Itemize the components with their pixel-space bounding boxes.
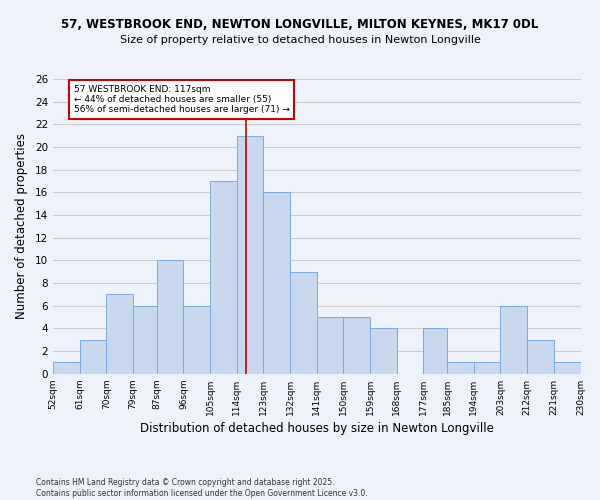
Bar [133,306,157,374]
Bar [343,317,370,374]
Bar [317,317,343,374]
Bar [527,340,554,374]
Text: Contains HM Land Registry data © Crown copyright and database right 2025.
Contai: Contains HM Land Registry data © Crown c… [36,478,368,498]
Bar [370,328,397,374]
X-axis label: Distribution of detached houses by size in Newton Longville: Distribution of detached houses by size … [140,422,494,435]
Bar [210,181,237,374]
Bar [474,362,500,374]
Bar [500,306,527,374]
Bar [554,362,581,374]
Y-axis label: Number of detached properties: Number of detached properties [15,134,28,320]
Bar [424,328,447,374]
Bar [106,294,133,374]
Bar [263,192,290,374]
Bar [184,306,210,374]
Bar [447,362,474,374]
Bar [237,136,263,374]
Text: 57, WESTBROOK END, NEWTON LONGVILLE, MILTON KEYNES, MK17 0DL: 57, WESTBROOK END, NEWTON LONGVILLE, MIL… [61,18,539,30]
Bar [157,260,184,374]
Bar [290,272,317,374]
Text: Size of property relative to detached houses in Newton Longville: Size of property relative to detached ho… [119,35,481,45]
Text: 57 WESTBROOK END: 117sqm
← 44% of detached houses are smaller (55)
56% of semi-d: 57 WESTBROOK END: 117sqm ← 44% of detach… [74,84,290,114]
Bar [53,362,80,374]
Bar [80,340,106,374]
